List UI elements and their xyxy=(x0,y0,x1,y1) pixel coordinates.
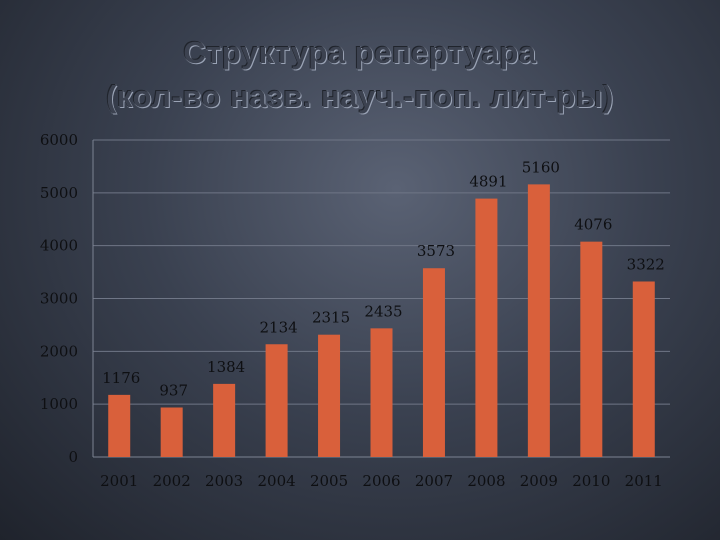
x-tick-label: 2001 xyxy=(100,472,138,490)
bar xyxy=(422,268,445,457)
data-label: 5160 xyxy=(522,158,560,176)
data-label: 2435 xyxy=(364,302,402,320)
x-tick-label: 2009 xyxy=(520,472,558,490)
bar xyxy=(108,394,131,457)
data-label: 937 xyxy=(159,381,188,399)
chart-title: Структура репертуара xyxy=(183,35,537,70)
bar xyxy=(475,198,498,457)
bar xyxy=(265,344,288,457)
y-tick-label: 6000 xyxy=(40,131,78,149)
data-label: 1384 xyxy=(207,358,245,376)
y-tick-label: 1000 xyxy=(40,395,78,413)
x-tick-label: 2008 xyxy=(467,472,505,490)
y-tick-label: 2000 xyxy=(40,342,78,360)
x-tick-label: 2011 xyxy=(625,472,663,490)
bar xyxy=(370,328,393,457)
y-tick-label: 5000 xyxy=(40,184,78,202)
bar xyxy=(318,334,341,457)
x-tick-label: 2006 xyxy=(362,472,400,490)
y-tick-label: 3000 xyxy=(40,290,78,308)
data-label: 3573 xyxy=(417,242,455,260)
y-tick-label: 4000 xyxy=(40,237,78,255)
bar xyxy=(632,281,655,457)
y-tick-label: 0 xyxy=(68,448,78,466)
data-label: 4891 xyxy=(469,173,507,191)
x-tick-label: 2002 xyxy=(153,472,191,490)
x-tick-label: 2010 xyxy=(572,472,610,490)
data-label: 4076 xyxy=(574,216,612,234)
x-tick-label: 2005 xyxy=(310,472,348,490)
bar xyxy=(527,184,550,457)
x-tick-label: 2004 xyxy=(257,472,295,490)
bar xyxy=(580,241,603,457)
data-label: 2315 xyxy=(312,309,350,327)
data-label: 2134 xyxy=(259,318,297,336)
x-tick-label: 2003 xyxy=(205,472,243,490)
bar xyxy=(160,407,183,457)
data-label: 3322 xyxy=(627,255,665,273)
data-label: 1176 xyxy=(102,369,140,387)
bar xyxy=(213,383,236,457)
x-tick-label: 2007 xyxy=(415,472,453,490)
chart-subtitle: (кол-во назв. науч.-поп. лит-ры) xyxy=(106,79,614,114)
